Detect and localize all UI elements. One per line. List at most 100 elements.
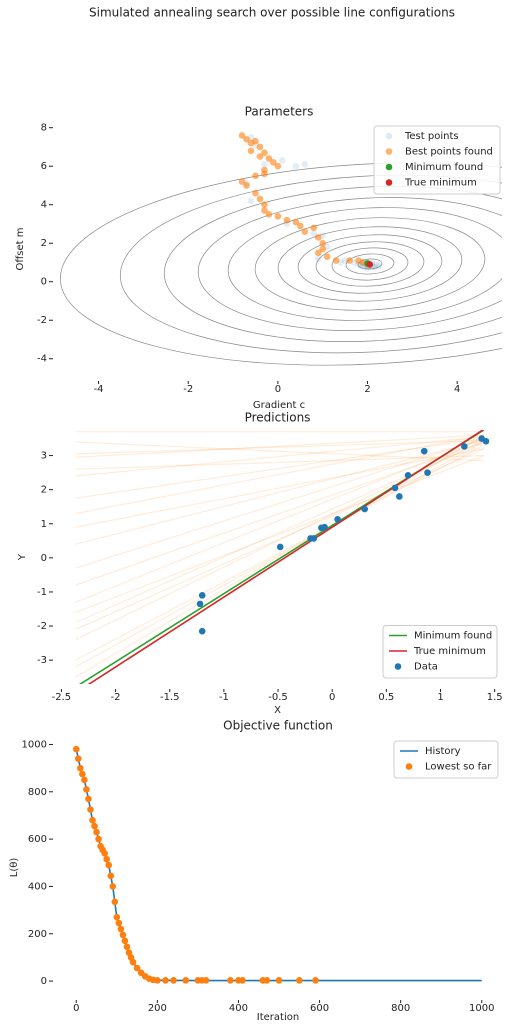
point [123, 943, 131, 951]
legend-label: Lowest so far [425, 762, 492, 773]
y-tick-label: 600 [28, 834, 47, 845]
point [85, 795, 92, 803]
candidate-line [75, 436, 484, 477]
x-tick-label: 1.5 [487, 692, 503, 703]
candidate-line [75, 444, 485, 661]
point [243, 135, 250, 143]
point [274, 162, 282, 170]
y-tick-label: 3 [41, 451, 47, 462]
point [292, 218, 300, 226]
point [310, 535, 318, 542]
legend-swatch [385, 132, 393, 140]
point [77, 764, 84, 772]
x-tick-label: -1.5 [160, 692, 180, 703]
candidate-line [75, 437, 485, 603]
legend-label: History [425, 746, 461, 757]
point [296, 222, 304, 230]
legend-label: Test points [404, 131, 459, 142]
y-tick-label: 400 [28, 881, 47, 892]
candidate-line [75, 441, 484, 462]
point [261, 207, 268, 214]
chart-title: Objective function [223, 719, 333, 733]
point [91, 822, 98, 830]
point [261, 149, 268, 157]
y-tick-label: 0 [41, 277, 47, 288]
point [256, 195, 264, 203]
point [109, 883, 117, 890]
y-axis-label: Y [17, 553, 28, 561]
point [373, 261, 380, 268]
legend-swatch [394, 663, 402, 670]
point [375, 263, 383, 270]
x-tick-label: -2 [111, 692, 121, 703]
chart-title: Predictions [245, 411, 311, 425]
point [319, 239, 327, 247]
point [319, 245, 327, 253]
point [261, 201, 268, 209]
point [256, 143, 264, 151]
point [482, 437, 490, 445]
point [133, 964, 141, 972]
x-tick-label: -2.5 [52, 692, 72, 703]
point [265, 155, 273, 162]
point [89, 816, 96, 824]
point [196, 600, 204, 608]
point [95, 835, 102, 843]
y-axis-label: Offset m [15, 228, 26, 271]
point [391, 484, 399, 492]
y-tick-label: 200 [28, 929, 47, 940]
y-tick-label: -2 [37, 621, 47, 632]
x-tick-label: 4 [454, 384, 460, 395]
series-line [87, 430, 485, 684]
legend-box [393, 740, 499, 779]
x-tick-label: 1 [437, 692, 443, 703]
legend-swatch [385, 179, 393, 186]
point [256, 153, 264, 160]
point [361, 505, 368, 513]
candidate-line [75, 441, 485, 586]
y-tick-label: 4 [41, 200, 47, 211]
point [103, 855, 110, 863]
point [276, 543, 284, 551]
point [119, 931, 127, 939]
point [162, 977, 169, 984]
candidate-line [75, 437, 484, 499]
point [279, 157, 286, 164]
y-tick-label: 6 [41, 161, 47, 172]
point [111, 898, 119, 906]
point [366, 261, 374, 268]
point [227, 977, 234, 984]
y-tick-label: -3 [37, 655, 47, 666]
point [310, 230, 318, 237]
y-tick-label: 1000 [22, 739, 47, 750]
point [115, 919, 123, 927]
y-tick-label: 0 [41, 553, 47, 564]
point [274, 212, 282, 220]
y-tick-label: 2 [41, 238, 47, 249]
x-tick-label: 1000 [469, 1003, 494, 1014]
point [321, 523, 328, 531]
point [87, 806, 94, 813]
legend-swatch [385, 148, 393, 155]
point [424, 469, 431, 476]
y-tick-label: -2 [37, 315, 47, 326]
point [105, 861, 113, 869]
y-axis-label: L(θ) [9, 858, 20, 878]
legend-swatch [405, 763, 413, 770]
point [301, 160, 309, 168]
point [332, 257, 340, 264]
x-tick-label: 200 [148, 1003, 167, 1014]
point [93, 828, 100, 836]
point [129, 958, 137, 966]
point [117, 925, 125, 933]
x-tick-label: -2 [183, 384, 193, 395]
candidate-line [75, 454, 484, 470]
contours [60, 162, 502, 366]
point [202, 977, 210, 984]
point [247, 197, 255, 205]
x-axis-label: Iteration [257, 1012, 299, 1023]
point [170, 977, 177, 984]
point [461, 443, 468, 450]
x-tick-label: 2 [364, 384, 370, 395]
point [420, 447, 428, 455]
